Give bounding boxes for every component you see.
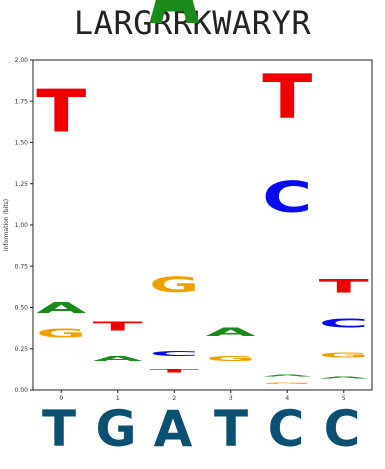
logo-letter-C-pos-5: C <box>319 316 369 331</box>
consensus-letter-1: G <box>95 400 137 458</box>
logo-letter-A-pos-3: A <box>206 326 256 339</box>
y-tick-label: 0.25 <box>15 346 29 353</box>
logo-letter-C-pos-2: C <box>149 350 199 358</box>
consensus-letter-2: A <box>153 400 193 458</box>
sequence-logo-chart: 0.00 0.25 0.50 0.75 1.00 1.25 1.50 1.75 2.00 Info… <box>3 0 373 400</box>
y-tick-label: 0.75 <box>15 263 29 270</box>
logo-letter-T-pos-2: T <box>149 369 200 374</box>
y-tick-label: 0.50 <box>15 305 29 312</box>
logo-letter-T-pos-5: T <box>319 275 370 297</box>
logo-title: LARGRRKWARYR <box>73 4 312 42</box>
logo-letter-A-pos-2: A <box>149 0 199 45</box>
logo-letter-G-pos-5: G <box>319 351 369 359</box>
logo-letter-G-pos-0: G <box>36 326 86 341</box>
logo-letter-A-pos-1: A <box>93 354 144 362</box>
logo-letter-A-pos-5: A <box>319 376 370 379</box>
logo-letter-T-pos-1: T <box>93 319 143 334</box>
y-tick-label: 2.00 <box>15 57 29 64</box>
y-tick-label: 1.25 <box>15 181 29 188</box>
logo-letter-C-pos-4: C <box>262 173 312 222</box>
x-tick-label: 2 <box>172 395 176 400</box>
x-tick-label: 5 <box>342 395 346 400</box>
logo-letter-T-pos-4: T <box>262 62 312 132</box>
consensus-letter-5: C <box>323 400 361 458</box>
logo-letter-T-pos-0: T <box>36 76 87 145</box>
logo-letter-A-pos-4: A <box>262 374 313 377</box>
x-tick-label: 3 <box>229 395 233 400</box>
logo-letter-G-pos-4: G <box>262 383 312 385</box>
y-tick-label: 0.00 <box>15 387 29 394</box>
logo-letter-A-pos-0: A <box>36 299 87 317</box>
logo-letter-G-pos-2: G <box>149 273 199 298</box>
y-tick-label: 1.00 <box>15 222 29 229</box>
logo-letter-G-pos-3: G <box>206 354 256 362</box>
x-tick-label: 0 <box>59 395 63 400</box>
y-tick-label: 1.50 <box>15 140 29 147</box>
x-tick-label: 4 <box>285 395 289 400</box>
consensus-letter-3: T <box>213 400 249 458</box>
x-tick-label: 1 <box>116 395 120 400</box>
y-axis-label: Information (bits) <box>3 199 10 251</box>
y-tick-label: 1.75 <box>15 98 29 105</box>
consensus-letter-4: C <box>267 400 305 458</box>
consensus-letter-0: T <box>41 400 77 458</box>
